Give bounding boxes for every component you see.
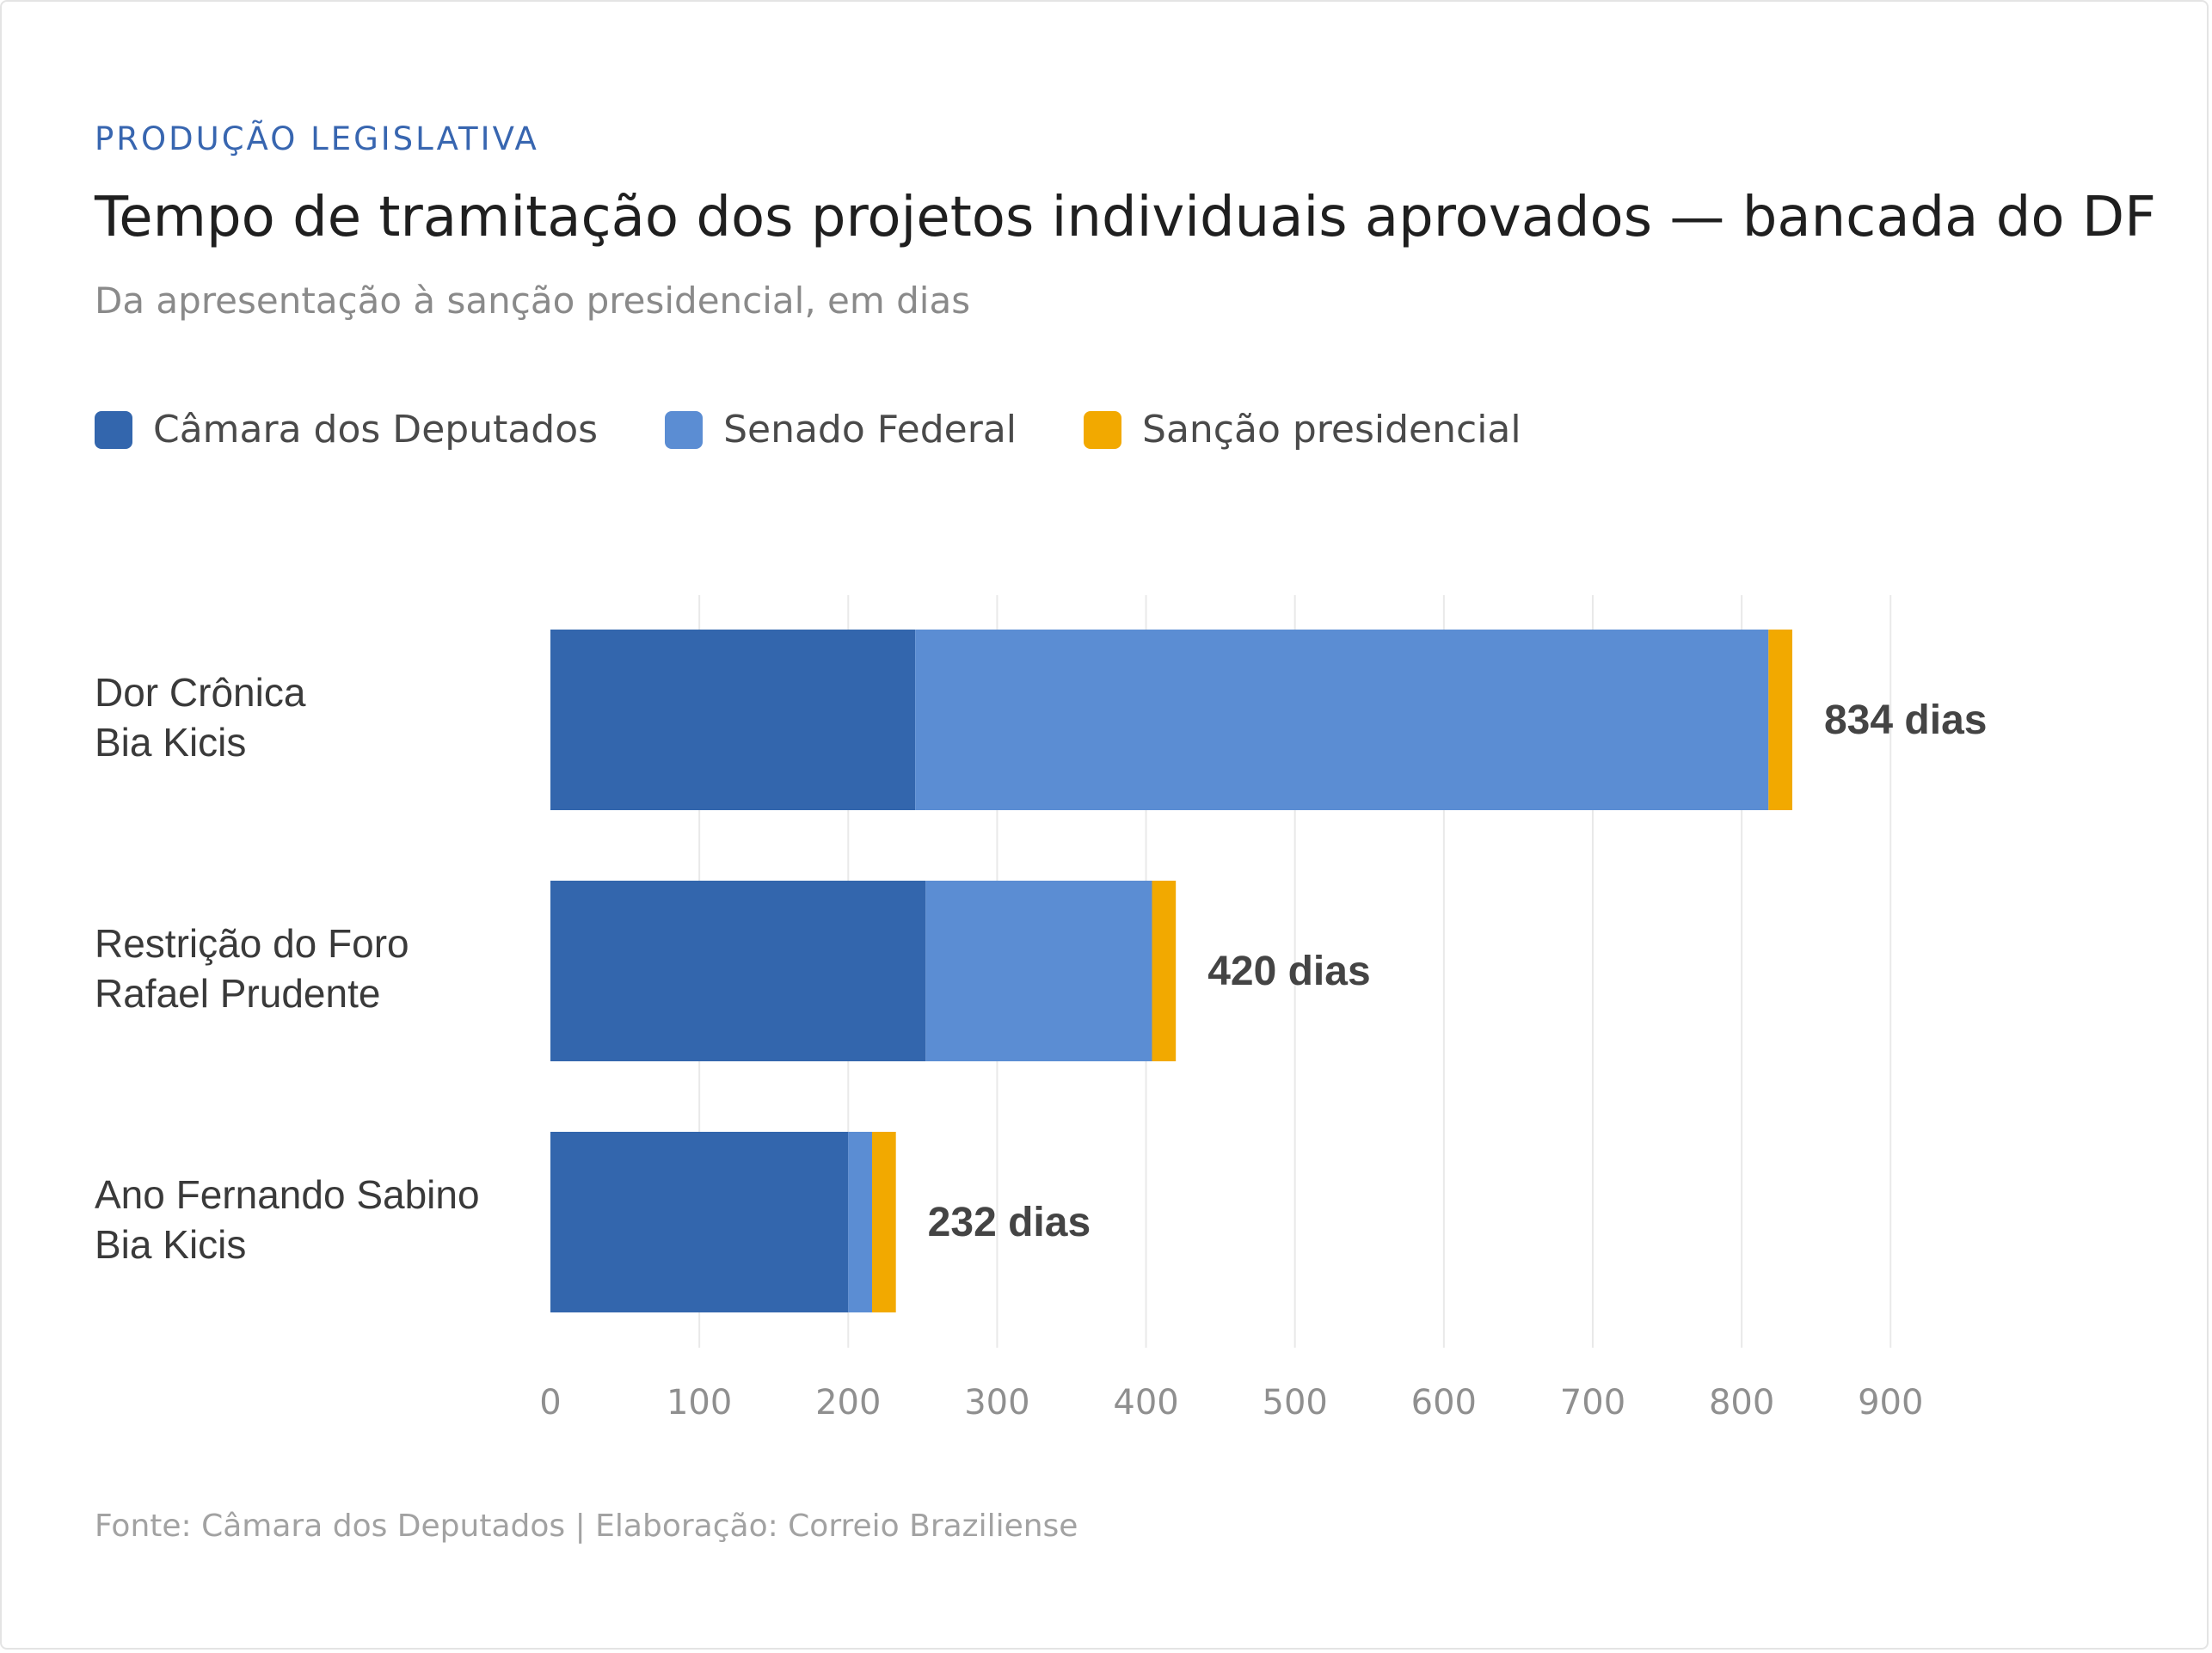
bar-dor-cronica-senado — [915, 630, 1769, 810]
bar-dor-cronica-sancao — [1768, 630, 1792, 810]
source-footer: Fonte: Câmara dos Deputados | Elaboração… — [95, 1509, 1078, 1544]
total-label-restricao-do-foro: 420 dias — [1207, 949, 1370, 994]
legend-item-camara: Câmara dos Deputados — [95, 408, 598, 452]
legend-swatch-senado — [665, 410, 704, 449]
legend-item-senado: Senado Federal — [665, 408, 1017, 452]
bar-ano-fernando-sabino-camara — [550, 1132, 849, 1312]
chart-title: Tempo de tramitação dos projetos individ… — [95, 186, 2156, 249]
category-label-restricao-do-foro-line1: Restrição do Foro — [95, 921, 409, 966]
x-tick-label-600: 600 — [1411, 1383, 1477, 1423]
category-label-restricao-do-foro-line2: Rafael Prudente — [95, 971, 380, 1016]
total-label-dor-cronica: 834 dias — [1824, 697, 1987, 743]
legend-swatch-camara — [95, 410, 132, 449]
x-tick-label-0: 0 — [539, 1383, 561, 1423]
legend-label-senado: Senado Federal — [723, 408, 1017, 452]
total-label-ano-fernando-sabino: 232 dias — [928, 1200, 1091, 1245]
legend-label-camara: Câmara dos Deputados — [153, 408, 599, 452]
chart-legend: Câmara dos Deputados Senado Federal Sanç… — [95, 408, 1521, 452]
bar-dor-cronica-camara — [550, 630, 916, 810]
legend-item-sancao: Sanção presidencial — [1084, 408, 1521, 452]
bar-ano-fernando-sabino-sancao — [871, 1132, 896, 1312]
bar-restricao-do-foro-camara — [550, 881, 926, 1061]
bar-restricao-do-foro-sancao — [1152, 881, 1177, 1061]
category-label-dor-cronica-line1: Dor Crônica — [95, 670, 306, 715]
x-tick-label-300: 300 — [964, 1383, 1029, 1423]
section-eyebrow: PRODUÇÃO LEGISLATIVA — [95, 120, 539, 157]
chart-subtitle: Da apresentação à sanção presidencial, e… — [95, 280, 971, 322]
category-label-ano-fernando-sabino-line1: Ano Fernando Sabino — [95, 1172, 480, 1217]
x-tick-label-200: 200 — [815, 1383, 881, 1423]
x-tick-label-800: 800 — [1709, 1383, 1774, 1423]
legend-swatch-sancao — [1084, 410, 1122, 449]
x-tick-label-100: 100 — [667, 1383, 732, 1423]
x-tick-label-400: 400 — [1113, 1383, 1178, 1423]
x-tick-label-900: 900 — [1858, 1383, 1923, 1423]
category-label-dor-cronica-line2: Bia Kicis — [95, 720, 246, 765]
x-tick-label-500: 500 — [1263, 1383, 1328, 1423]
legend-label-sancao: Sanção presidencial — [1142, 408, 1521, 452]
bar-restricao-do-foro-senado — [925, 881, 1152, 1061]
bar-ano-fernando-sabino-senado — [848, 1132, 872, 1312]
x-tick-label-700: 700 — [1560, 1383, 1625, 1423]
category-label-ano-fernando-sabino-line2: Bia Kicis — [95, 1222, 246, 1267]
